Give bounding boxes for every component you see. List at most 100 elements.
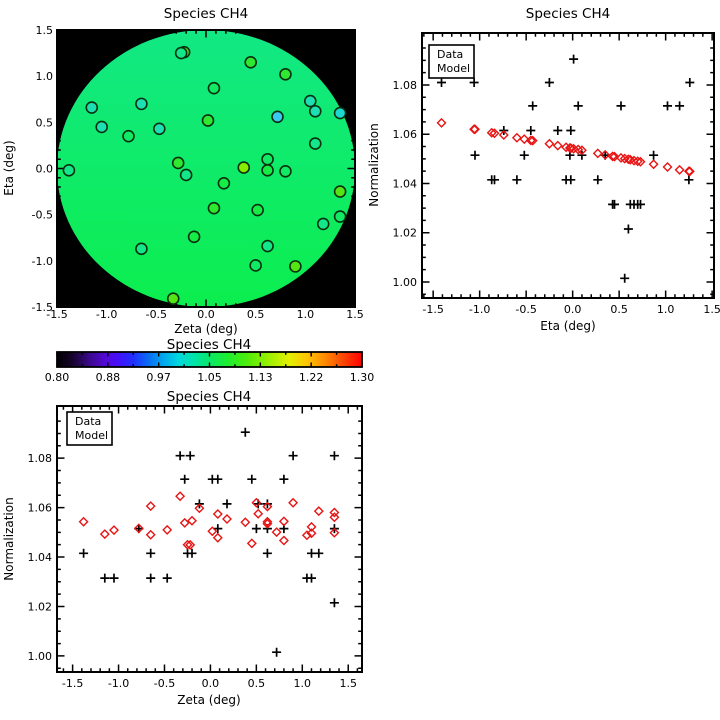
field-point — [207, 201, 221, 215]
data-point-plus — [437, 78, 446, 87]
field-y-axis-label: Eta (deg) — [2, 140, 16, 195]
data-point-plus — [623, 224, 633, 234]
y-tick-label: 1.06 — [393, 128, 418, 141]
y-tick-label: 1.08 — [393, 79, 418, 92]
eta-plot-x-axis-label: Eta (deg) — [540, 319, 595, 333]
eta-plot-y-tick-labels: 1.00 1.02 1.04 1.06 1.08 — [393, 79, 418, 289]
data-point-plus — [307, 573, 316, 583]
field-y-tick-labels: -1.5 -1.0 -0.5 0.0 0.5 1.0 1.5 — [32, 24, 53, 314]
model-point-diamond — [329, 527, 340, 538]
field-point — [244, 56, 257, 69]
x-tick-label: 1.5 — [346, 308, 364, 321]
data-point-plus — [247, 474, 257, 484]
eta-plot-markers — [436, 54, 695, 283]
model-point-diamond — [246, 538, 257, 549]
y-tick-label: 1.02 — [28, 600, 53, 613]
data-point-plus — [663, 101, 672, 111]
colorbar-frame — [56, 351, 363, 368]
x-tick-label: 0.5 — [247, 308, 265, 321]
eta-legend-box — [428, 44, 475, 79]
zeta-plot-axis-ticks — [57, 406, 362, 672]
field-point — [333, 185, 347, 198]
zeta-legend-box — [66, 411, 113, 446]
data-point-plus — [593, 175, 603, 185]
field-point — [308, 137, 322, 150]
model-point-diamond — [262, 501, 273, 512]
field-point — [179, 168, 193, 182]
x-tick-label: 0.0 — [564, 303, 582, 316]
model-point-diamond — [145, 529, 156, 540]
zeta-legend-model-label: Model — [75, 429, 108, 442]
x-tick-label: -1.0 — [108, 677, 129, 690]
field-map-title: Species CH4 — [164, 6, 248, 22]
data-point-plus — [685, 78, 695, 87]
zeta-plot-y-axis-label: Normalization — [2, 497, 16, 580]
model-point-diamond — [212, 532, 223, 543]
data-point-plus — [487, 175, 497, 185]
y-tick-label: 1.04 — [393, 177, 418, 190]
model-point-diamond — [182, 539, 193, 550]
x-tick-label: 1.5 — [703, 303, 720, 316]
data-point-plus — [636, 199, 645, 209]
model-point-diamond — [436, 117, 447, 128]
model-point-diamond — [629, 155, 639, 166]
field-frame — [56, 29, 356, 308]
model-point-diamond — [568, 143, 579, 154]
norm-vs-eta-panel: Species CH4 -1.5 -1.0 -0.5 0.0 0.5 1.0 1.5 1.0… — [367, 6, 720, 333]
data-point-plus — [512, 175, 522, 185]
model-point-diamond — [278, 535, 289, 546]
field-point — [174, 46, 188, 60]
x-tick-label: 1.5 — [339, 677, 357, 690]
x-tick-label: -0.5 — [154, 677, 175, 690]
model-point-diamond — [133, 523, 144, 534]
data-point-plus — [175, 451, 185, 461]
field-point — [95, 120, 108, 134]
model-point-diamond — [271, 527, 282, 538]
eta-plot-x-tick-labels: -1.5 -1.0 -0.5 0.0 0.5 1.0 1.5 — [422, 303, 720, 316]
data-point-plus — [251, 524, 261, 534]
model-point-diamond — [301, 530, 312, 541]
field-x-axis-label: Zeta (deg) — [174, 322, 237, 336]
data-point-plus — [314, 548, 324, 558]
data-point-plus — [272, 647, 282, 657]
model-point-diamond — [511, 132, 522, 143]
model-point-diamond — [145, 501, 156, 512]
model-point-diamond — [625, 154, 636, 165]
model-point-diamond — [306, 528, 317, 539]
field-point — [333, 210, 347, 223]
x-tick-label: -1.5 — [62, 677, 83, 690]
model-point-diamond — [544, 138, 555, 149]
y-tick-label: 1.06 — [28, 502, 53, 515]
x-tick-label: -1.5 — [422, 303, 443, 316]
model-point-diamond — [313, 506, 324, 517]
data-point-plus — [222, 499, 232, 509]
data-point-plus — [649, 150, 659, 160]
zeta-plot-y-tick-labels: 1.00 1.02 1.04 1.06 1.08 — [28, 452, 53, 663]
colorbar-panel: Species CH4 0.80 0.88 0.97 1.05 1.13 1.22 1.30 — [45, 337, 375, 384]
model-point-diamond — [253, 508, 264, 519]
field-point — [217, 176, 231, 190]
data-point-plus — [162, 573, 172, 583]
data-point-plus — [526, 126, 536, 135]
model-point-diamond — [109, 525, 119, 536]
field-disk — [57, 30, 355, 307]
zeta-plot-markers — [78, 427, 340, 657]
model-point-diamond — [683, 166, 694, 177]
colorbar-tick-label: 0.88 — [96, 371, 121, 384]
y-tick-label: 1.0 — [36, 70, 54, 83]
field-point — [135, 242, 148, 256]
data-point-plus — [329, 598, 339, 608]
y-tick-label: 1.08 — [28, 452, 53, 465]
field-point — [261, 239, 274, 253]
colorbar-title: Species CH4 — [167, 337, 251, 353]
field-point — [261, 152, 274, 166]
y-tick-label: -1.0 — [32, 255, 53, 268]
zeta-legend-data-label: Data — [75, 415, 101, 428]
colorbar-tick-label: 0.97 — [146, 371, 171, 384]
eta-legend-data-label: Data — [437, 48, 463, 61]
field-point — [249, 259, 262, 272]
colorbar-tick-label: 0.80 — [45, 371, 70, 384]
model-point-diamond — [240, 517, 251, 528]
x-tick-label: 0.5 — [610, 303, 628, 316]
